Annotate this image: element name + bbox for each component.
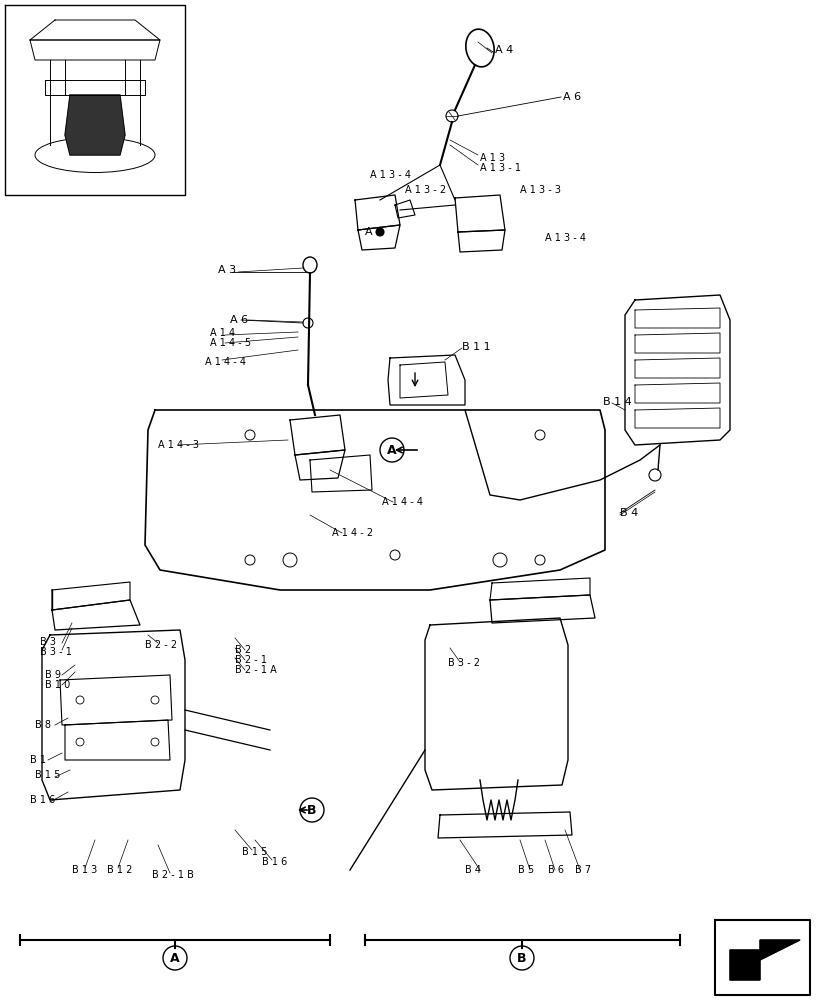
Text: B 1 4: B 1 4 xyxy=(603,397,632,407)
Circle shape xyxy=(535,430,545,440)
Text: B 6: B 6 xyxy=(548,865,564,875)
Text: B 7: B 7 xyxy=(575,865,591,875)
Text: B 1 0: B 1 0 xyxy=(45,680,70,690)
Circle shape xyxy=(390,550,400,560)
Text: A 1 3: A 1 3 xyxy=(480,153,505,163)
Circle shape xyxy=(510,946,534,970)
Text: B 1 5: B 1 5 xyxy=(242,847,268,857)
Text: A: A xyxy=(171,952,180,964)
Polygon shape xyxy=(65,95,125,155)
Text: B 4: B 4 xyxy=(465,865,481,875)
Text: B 3 - 1: B 3 - 1 xyxy=(40,647,72,657)
Circle shape xyxy=(446,110,458,122)
Text: A 1 3 - 4: A 1 3 - 4 xyxy=(370,170,411,180)
Text: A 6: A 6 xyxy=(230,315,248,325)
Circle shape xyxy=(649,469,661,481)
Text: A 1 4 - 2: A 1 4 - 2 xyxy=(332,528,373,538)
Text: A 4: A 4 xyxy=(495,45,513,55)
Text: A 1 4 - 4: A 1 4 - 4 xyxy=(382,497,423,507)
Text: A: A xyxy=(387,444,397,456)
Text: B 1 1: B 1 1 xyxy=(462,342,490,352)
Text: B: B xyxy=(517,952,527,964)
Circle shape xyxy=(163,946,187,970)
Text: A 1 3 - 3: A 1 3 - 3 xyxy=(520,185,561,195)
Text: B 5: B 5 xyxy=(518,865,534,875)
Circle shape xyxy=(493,553,507,567)
Circle shape xyxy=(535,555,545,565)
Text: B 3 - 2: B 3 - 2 xyxy=(448,658,480,668)
Text: A 1 4: A 1 4 xyxy=(210,328,235,338)
Text: A 1 4 - 5: A 1 4 - 5 xyxy=(210,338,251,348)
Text: B 4: B 4 xyxy=(620,508,638,518)
Text: A 1 3 - 1: A 1 3 - 1 xyxy=(480,163,521,173)
Circle shape xyxy=(151,738,159,746)
Text: A 1 4 - 3: A 1 4 - 3 xyxy=(158,440,199,450)
Text: A 3: A 3 xyxy=(218,265,236,275)
Text: A 1 3 - 4: A 1 3 - 4 xyxy=(545,233,586,243)
Text: B 1: B 1 xyxy=(30,755,46,765)
Text: A 5: A 5 xyxy=(365,227,384,237)
Circle shape xyxy=(151,696,159,704)
Text: A 1 4 - 4: A 1 4 - 4 xyxy=(205,357,246,367)
Ellipse shape xyxy=(466,29,494,67)
Text: B 2 - 1 A: B 2 - 1 A xyxy=(235,665,277,675)
Circle shape xyxy=(303,318,313,328)
Polygon shape xyxy=(730,940,800,980)
Text: B: B xyxy=(308,804,317,816)
Circle shape xyxy=(76,738,84,746)
Text: B 1 6: B 1 6 xyxy=(262,857,287,867)
Text: B 1 3: B 1 3 xyxy=(72,865,97,875)
Text: B 8: B 8 xyxy=(35,720,51,730)
Circle shape xyxy=(245,555,255,565)
Ellipse shape xyxy=(35,137,155,172)
Circle shape xyxy=(76,696,84,704)
Circle shape xyxy=(283,553,297,567)
Text: B 3: B 3 xyxy=(40,637,56,647)
Circle shape xyxy=(245,430,255,440)
Text: B 2: B 2 xyxy=(235,645,251,655)
Text: B 2 - 1 B: B 2 - 1 B xyxy=(152,870,194,880)
Text: B 9: B 9 xyxy=(45,670,61,680)
Text: B 1 6: B 1 6 xyxy=(30,795,55,805)
Circle shape xyxy=(376,228,384,236)
Text: A 1 3 - 2: A 1 3 - 2 xyxy=(405,185,446,195)
Text: B 2 - 1: B 2 - 1 xyxy=(235,655,267,665)
Circle shape xyxy=(380,438,404,462)
Text: B 1 2: B 1 2 xyxy=(107,865,132,875)
Text: B 2 - 2: B 2 - 2 xyxy=(145,640,177,650)
Ellipse shape xyxy=(303,257,317,273)
Circle shape xyxy=(300,798,324,822)
Text: B 1 5: B 1 5 xyxy=(35,770,60,780)
Text: A 6: A 6 xyxy=(563,92,581,102)
